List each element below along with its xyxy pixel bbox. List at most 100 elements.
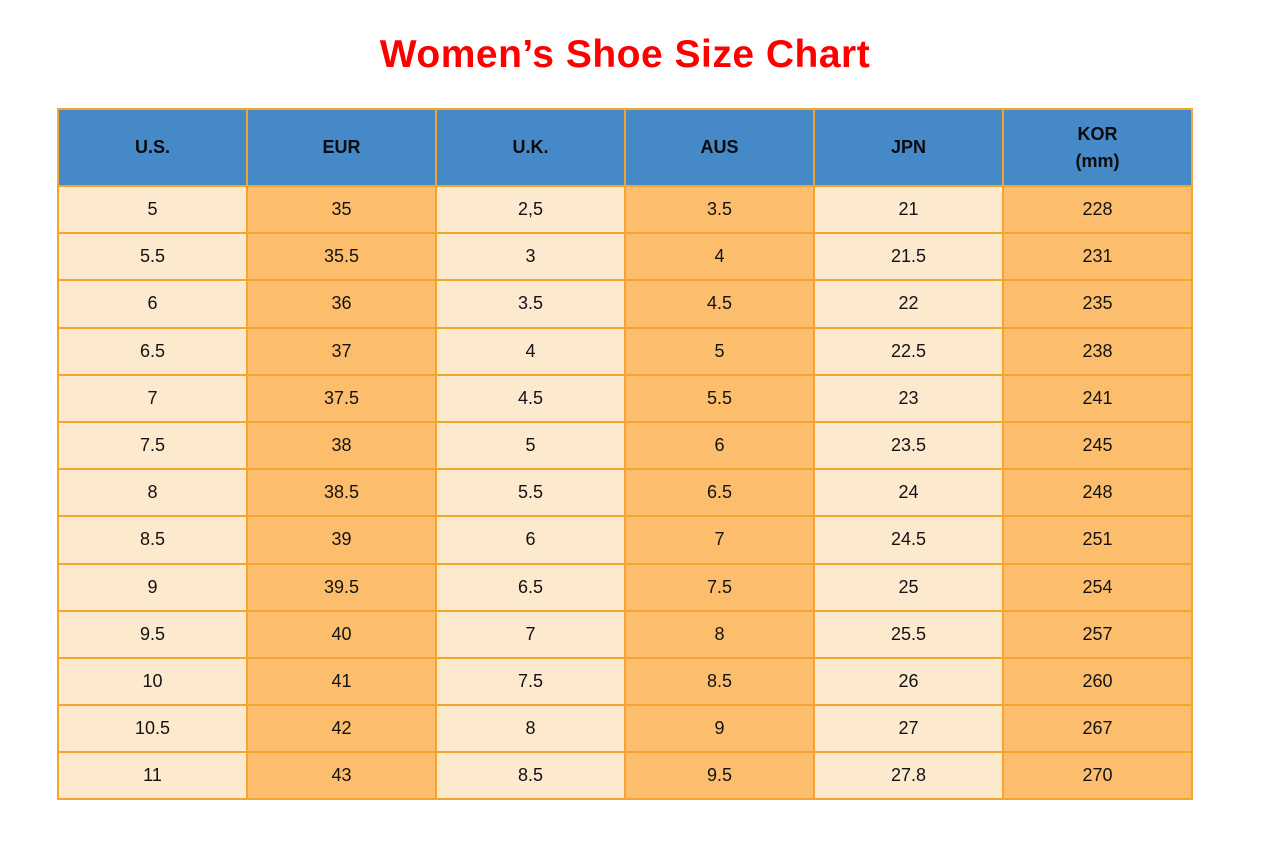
table-cell: 260 bbox=[1002, 656, 1193, 707]
table-cell: 24.5 bbox=[813, 515, 1004, 565]
table-cell: 6 bbox=[435, 515, 626, 565]
table-cell: 37 bbox=[246, 326, 437, 376]
table-cell: 5 bbox=[624, 326, 815, 376]
table-cell: 228 bbox=[1002, 184, 1193, 235]
table-cell: 8.5 bbox=[624, 656, 815, 707]
table-cell: 9 bbox=[57, 562, 248, 612]
table-cell: 4 bbox=[624, 232, 815, 282]
table-cell: 21 bbox=[813, 184, 1004, 235]
table-cell: 8 bbox=[435, 704, 626, 754]
table-cell: 7 bbox=[435, 609, 626, 659]
table-cell: 39.5 bbox=[246, 562, 437, 612]
table-cell: 251 bbox=[1002, 515, 1193, 565]
table-cell: 231 bbox=[1002, 232, 1193, 282]
table-cell: 4.5 bbox=[624, 279, 815, 329]
shoe-size-table: U.S. EUR U.K. AUS JPN KOR (mm) 5 35 2,5 … bbox=[57, 108, 1193, 801]
table-cell: 35 bbox=[246, 184, 437, 235]
table-cell: 254 bbox=[1002, 562, 1193, 612]
table-cell: 38 bbox=[246, 420, 437, 471]
table-cell: 7 bbox=[57, 373, 248, 423]
table-cell: 8 bbox=[57, 468, 248, 518]
table-row: 5 35 2,5 3.5 21 228 bbox=[57, 184, 1193, 235]
table-cell: 241 bbox=[1002, 373, 1193, 423]
table-cell: 5.5 bbox=[624, 373, 815, 423]
table-cell: 6 bbox=[57, 279, 248, 329]
table-cell: 22.5 bbox=[813, 326, 1004, 376]
table-cell: 25 bbox=[813, 562, 1004, 612]
table-cell: 6.5 bbox=[435, 562, 626, 612]
table-cell: 39 bbox=[246, 515, 437, 565]
table-cell: 6.5 bbox=[57, 326, 248, 376]
table-cell: 10.5 bbox=[57, 704, 248, 754]
column-header-uk: U.K. bbox=[435, 108, 626, 187]
table-cell: 8 bbox=[624, 609, 815, 659]
table-cell: 7.5 bbox=[435, 656, 626, 707]
table-cell: 7.5 bbox=[57, 420, 248, 471]
table-cell: 35.5 bbox=[246, 232, 437, 282]
table-row: 5.5 35.5 3 4 21.5 231 bbox=[57, 232, 1193, 282]
table-cell: 22 bbox=[813, 279, 1004, 329]
table-cell: 5.5 bbox=[57, 232, 248, 282]
table-row: 9.5 40 7 8 25.5 257 bbox=[57, 609, 1193, 659]
table-cell: 3 bbox=[435, 232, 626, 282]
page-title: Women’s Shoe Size Chart bbox=[379, 33, 871, 76]
table-cell: 23 bbox=[813, 373, 1004, 423]
table-cell: 26 bbox=[813, 656, 1004, 707]
table-cell: 6.5 bbox=[624, 468, 815, 518]
table-cell: 7.5 bbox=[624, 562, 815, 612]
table-cell: 25.5 bbox=[813, 609, 1004, 659]
table-cell: 37.5 bbox=[246, 373, 437, 423]
table-cell: 248 bbox=[1002, 468, 1193, 518]
column-header-us: U.S. bbox=[57, 108, 248, 187]
table-cell: 42 bbox=[246, 704, 437, 754]
table-row: 11 43 8.5 9.5 27.8 270 bbox=[57, 751, 1193, 801]
table-cell: 4.5 bbox=[435, 373, 626, 423]
table-cell: 21.5 bbox=[813, 232, 1004, 282]
table-cell: 23.5 bbox=[813, 420, 1004, 471]
table-row: 10 41 7.5 8.5 26 260 bbox=[57, 656, 1193, 707]
table-cell: 9.5 bbox=[624, 751, 815, 801]
table-cell: 27.8 bbox=[813, 751, 1004, 801]
table-cell: 235 bbox=[1002, 279, 1193, 329]
column-header-kor: KOR (mm) bbox=[1002, 108, 1193, 187]
table-cell: 3.5 bbox=[435, 279, 626, 329]
table-cell: 245 bbox=[1002, 420, 1193, 471]
table-cell: 38.5 bbox=[246, 468, 437, 518]
table-cell: 27 bbox=[813, 704, 1004, 754]
table-body: 5 35 2,5 3.5 21 228 5.5 35.5 3 4 21.5 23… bbox=[57, 184, 1193, 801]
table-cell: 8.5 bbox=[435, 751, 626, 801]
table-cell: 267 bbox=[1002, 704, 1193, 754]
table-row: 8 38.5 5.5 6.5 24 248 bbox=[57, 468, 1193, 518]
table-cell: 8.5 bbox=[57, 515, 248, 565]
table-row: 9 39.5 6.5 7.5 25 254 bbox=[57, 562, 1193, 612]
table-cell: 10 bbox=[57, 656, 248, 707]
table-cell: 238 bbox=[1002, 326, 1193, 376]
table-cell: 9.5 bbox=[57, 609, 248, 659]
table-row: 6.5 37 4 5 22.5 238 bbox=[57, 326, 1193, 376]
table-cell: 2,5 bbox=[435, 184, 626, 235]
table-cell: 24 bbox=[813, 468, 1004, 518]
table-row: 7 37.5 4.5 5.5 23 241 bbox=[57, 373, 1193, 423]
column-header-aus: AUS bbox=[624, 108, 815, 187]
header-row: U.S. EUR U.K. AUS JPN KOR (mm) bbox=[57, 108, 1193, 187]
table-cell: 270 bbox=[1002, 751, 1193, 801]
table-cell: 5.5 bbox=[435, 468, 626, 518]
column-header-jpn: JPN bbox=[813, 108, 1004, 187]
table-cell: 5 bbox=[57, 184, 248, 235]
column-header-eur: EUR bbox=[246, 108, 437, 187]
table-row: 6 36 3.5 4.5 22 235 bbox=[57, 279, 1193, 329]
table-cell: 11 bbox=[57, 751, 248, 801]
table-cell: 4 bbox=[435, 326, 626, 376]
table-cell: 40 bbox=[246, 609, 437, 659]
table-cell: 5 bbox=[435, 420, 626, 471]
table-cell: 6 bbox=[624, 420, 815, 471]
table-cell: 9 bbox=[624, 704, 815, 754]
table-cell: 41 bbox=[246, 656, 437, 707]
table-cell: 43 bbox=[246, 751, 437, 801]
table-cell: 257 bbox=[1002, 609, 1193, 659]
table-row: 10.5 42 8 9 27 267 bbox=[57, 704, 1193, 754]
table-cell: 3.5 bbox=[624, 184, 815, 235]
table-row: 8.5 39 6 7 24.5 251 bbox=[57, 515, 1193, 565]
table-row: 7.5 38 5 6 23.5 245 bbox=[57, 420, 1193, 471]
